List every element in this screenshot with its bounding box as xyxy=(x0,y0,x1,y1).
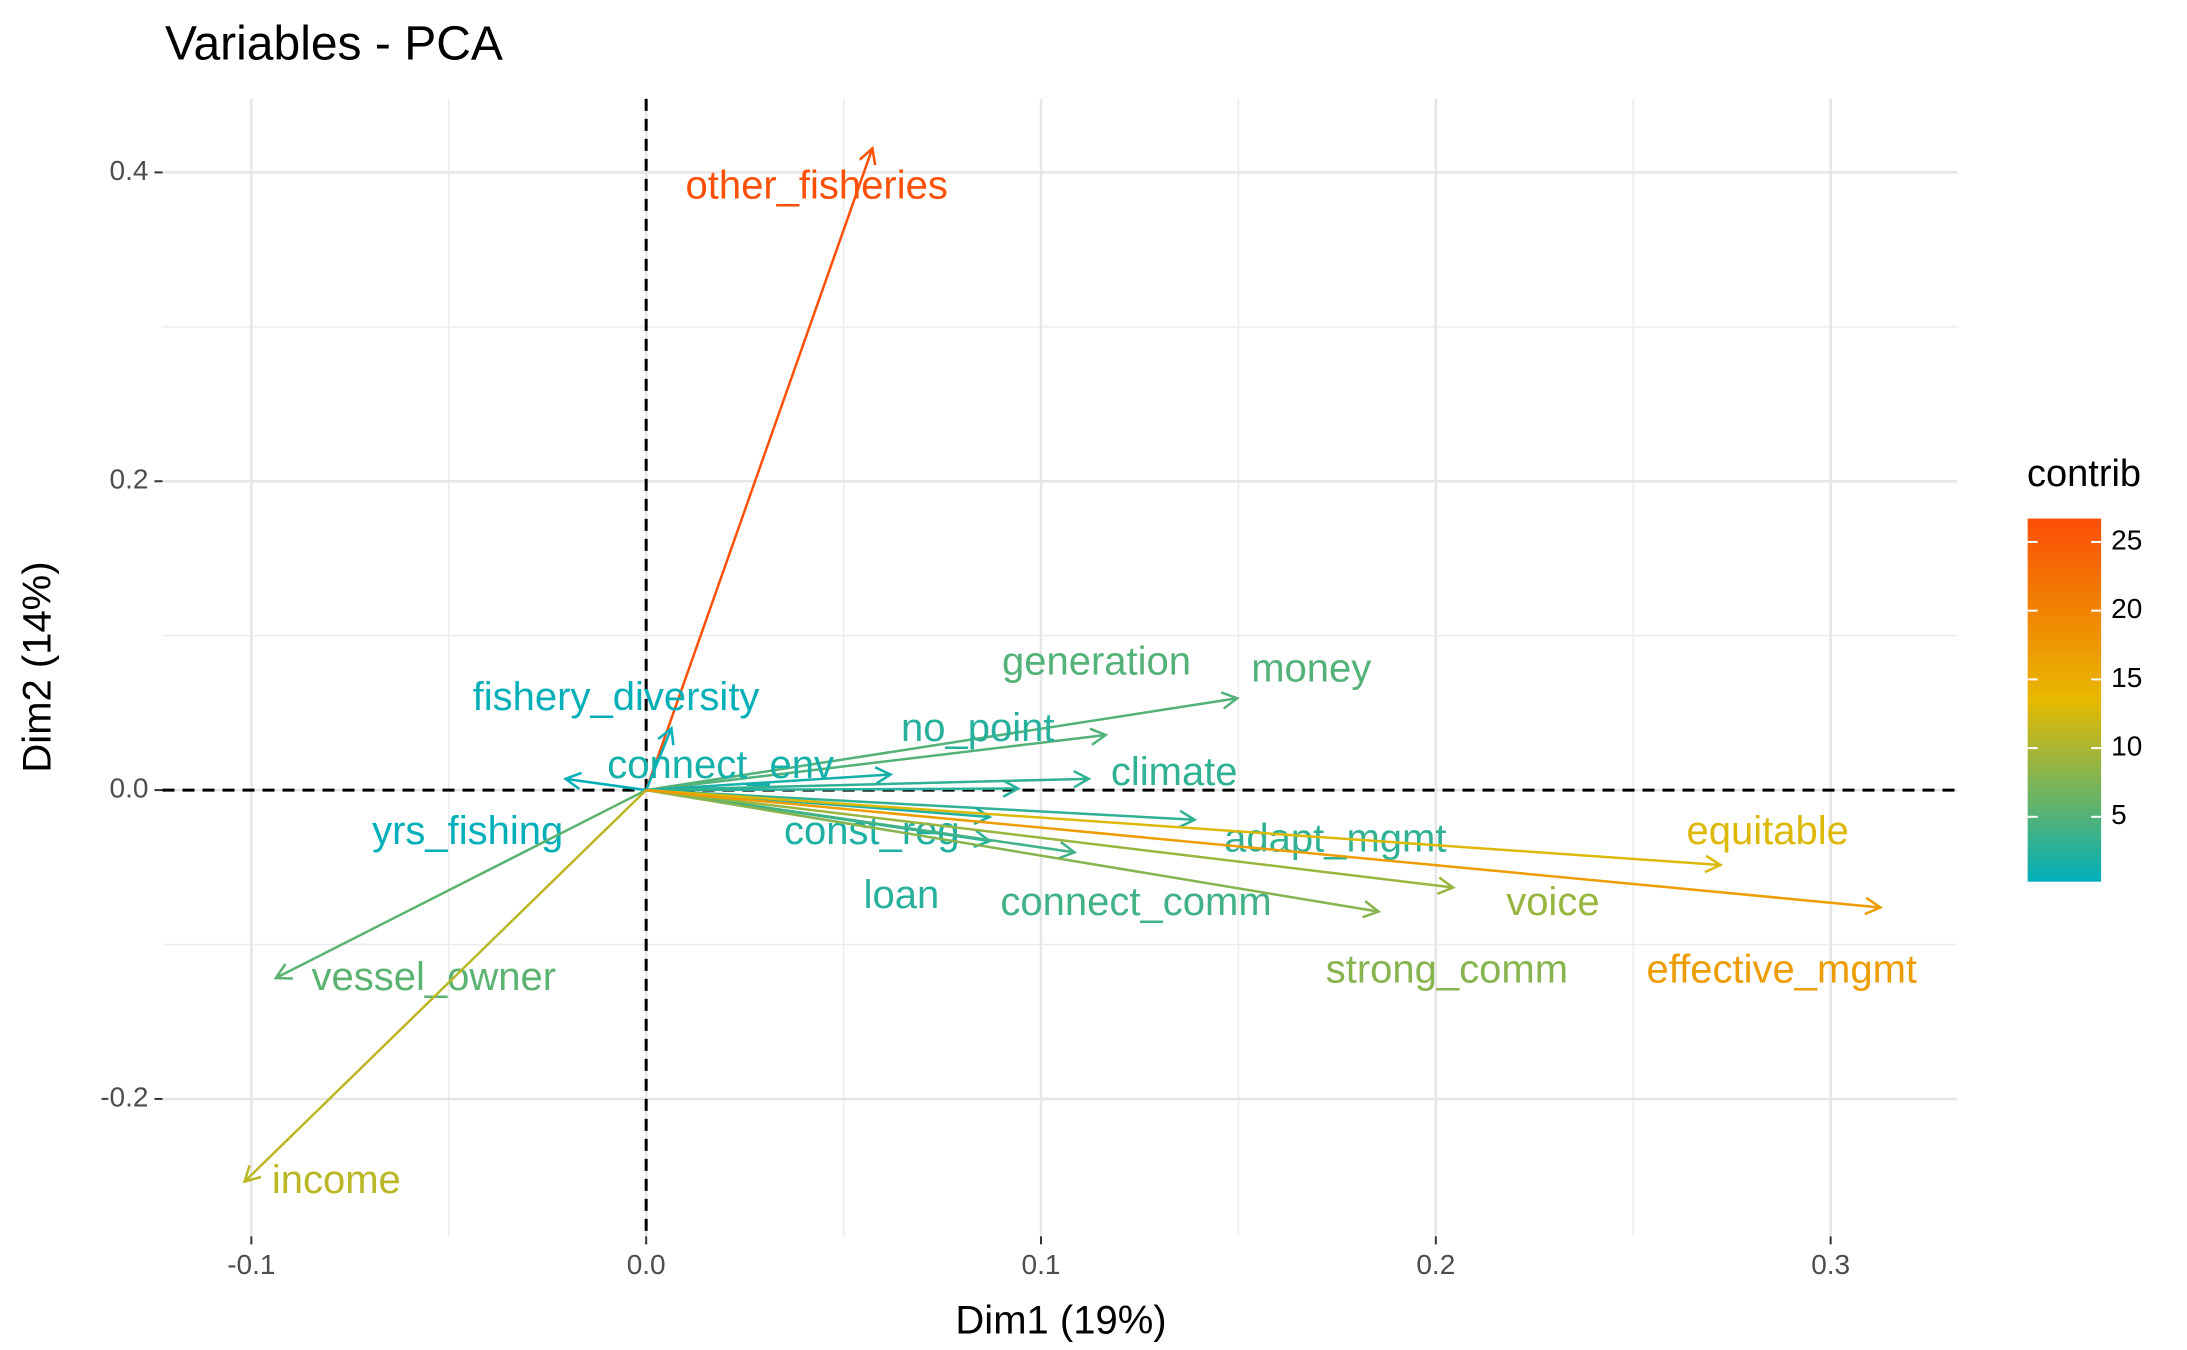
x-axis-label: Dim1 (19%) xyxy=(955,1299,1166,1343)
legend-colorbar xyxy=(2027,518,2102,882)
variable-arrow xyxy=(242,789,648,1184)
variable-arrow xyxy=(646,788,1456,896)
variable-label: other_fisheries xyxy=(686,163,948,207)
y-tick-label: 0.4 xyxy=(110,155,149,186)
legend-tick-label: 5 xyxy=(2111,799,2127,830)
variable-arrow xyxy=(645,725,675,791)
x-tick-label: 0.0 xyxy=(627,1249,666,1280)
variable-label: income xyxy=(272,1158,401,1202)
variable-label: effective_mgmt xyxy=(1647,948,1918,992)
variable-label: vessel_owner xyxy=(312,955,557,999)
x-tick-label: 0.2 xyxy=(1416,1249,1455,1280)
legend-tick-label: 25 xyxy=(2111,524,2142,555)
variable-arrow xyxy=(645,691,1240,792)
variable-arrow xyxy=(645,788,1382,919)
x-tick-label: -0.1 xyxy=(227,1249,275,1280)
variable-label: connect_env xyxy=(607,743,834,787)
variable-label: money xyxy=(1251,647,1371,691)
variable-arrow xyxy=(646,788,1724,874)
variable-label: no_point xyxy=(901,706,1054,750)
variable-label: climate xyxy=(1111,750,1238,794)
variable-arrow xyxy=(646,788,1198,829)
y-tick-label: 0.0 xyxy=(110,772,149,803)
variable-arrow xyxy=(646,727,1109,792)
variable-label: equitable xyxy=(1686,809,1848,853)
legend-title: contrib xyxy=(2027,453,2141,495)
y-tick-label: -0.2 xyxy=(100,1081,148,1112)
variable-label: loan xyxy=(864,873,940,917)
variable-arrow xyxy=(644,145,877,791)
variable-label: voice xyxy=(1506,880,1599,924)
variable-label: generation xyxy=(1002,640,1191,684)
variable-arrow xyxy=(646,779,1021,798)
x-tick-label: 0.3 xyxy=(1811,1249,1850,1280)
y-tick-label: 0.2 xyxy=(110,464,149,495)
variable-arrow xyxy=(645,788,1078,860)
variable-arrow xyxy=(563,771,647,792)
variable-label: fishery_diversity xyxy=(473,675,760,719)
chart-title: Variables - PCA xyxy=(165,18,503,71)
variable-arrow xyxy=(646,788,1884,916)
legend-tick-label: 15 xyxy=(2111,662,2142,693)
variable-label: strong_comm xyxy=(1326,948,1568,992)
legend-tick-label: 10 xyxy=(2111,731,2142,762)
variable-arrow xyxy=(646,766,894,792)
y-axis-label: Dim2 (14%) xyxy=(16,561,60,772)
variable-arrow xyxy=(273,788,647,980)
variable-label: yrs_fishing xyxy=(372,809,563,853)
x-tick-label: 0.1 xyxy=(1022,1249,1061,1280)
variable-arrow xyxy=(646,769,1092,792)
legend-tick-label: 20 xyxy=(2111,593,2142,624)
